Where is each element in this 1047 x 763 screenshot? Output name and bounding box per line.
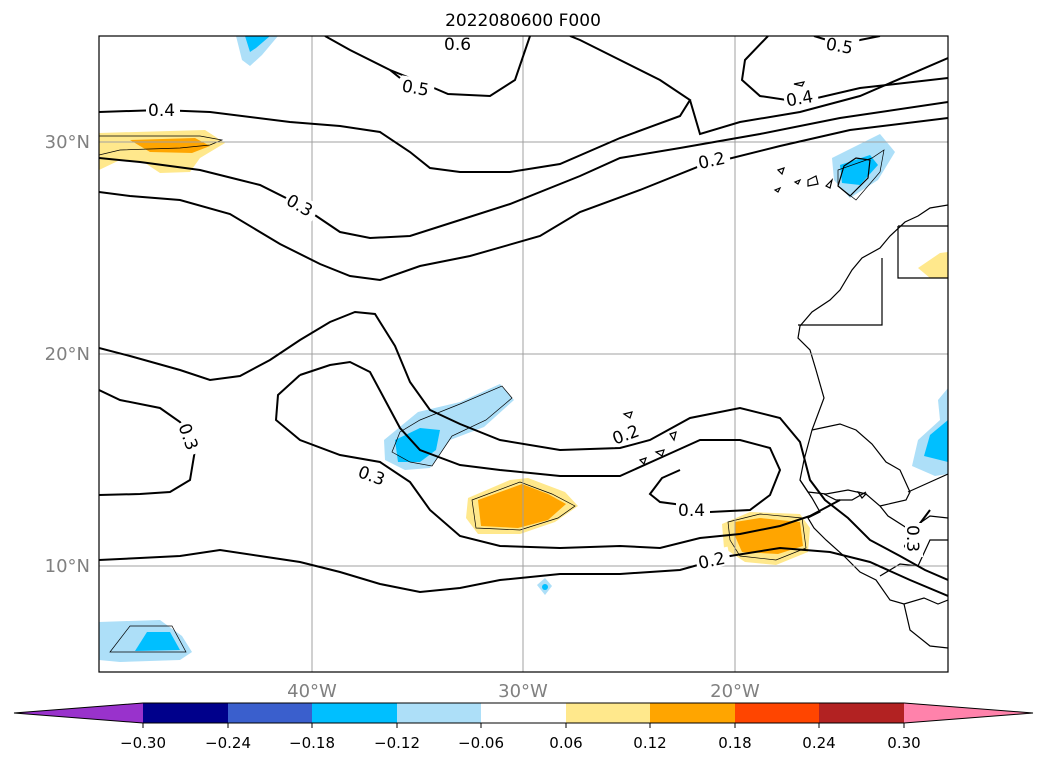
contour-0-4-east	[689, 57, 948, 136]
lon-label-20w: 20°W	[710, 681, 760, 702]
contour-label: 0.3	[902, 525, 922, 552]
colorbar-extend-high	[904, 703, 1033, 723]
colorbar-ticks: −0.30 −0.24 −0.18 −0.12 −0.06 0.06 0.12 …	[120, 734, 921, 752]
colorbar-tick-label: −0.18	[289, 734, 335, 752]
contour-0-3-north	[99, 101, 948, 240]
colorbar-segment	[143, 703, 228, 723]
colorbar-segment	[566, 703, 650, 723]
contour-loop-inner	[274, 374, 841, 550]
colorbar-tick-label: 0.06	[549, 734, 582, 752]
lon-label-40w: 40°W	[287, 681, 337, 702]
colorbar-segment	[481, 703, 566, 723]
colorbar-tick-label: 0.24	[802, 734, 835, 752]
contour-label: 0.4	[785, 87, 815, 111]
contour-label: 0.4	[678, 501, 705, 521]
lat-label-20n: 20°N	[45, 344, 90, 365]
colorbar-tick-label: 0.30	[887, 734, 920, 752]
contour-label: 0.4	[148, 101, 175, 121]
anomaly-outlines	[99, 135, 885, 653]
contour-0-5-east	[740, 36, 948, 104]
shaded-anomalies	[99, 36, 948, 662]
colorbar-tick-label: −0.06	[458, 734, 504, 752]
longitude-labels: 40°W 30°W 20°W	[287, 681, 760, 702]
colorbar-segment	[228, 703, 312, 723]
colorbar-segment	[397, 703, 481, 723]
map-title: 2022080600 F000	[445, 11, 601, 31]
contour-label: 0.6	[444, 35, 471, 55]
map-area: 0.6 0.5 0.5 0.4 0.4 0.2 0.3 0.3 0.3 0.2 …	[99, 35, 948, 672]
contour-0-5-west	[389, 69, 401, 79]
contour-0-2-south	[99, 546, 948, 597]
contour-0-4-north	[99, 36, 692, 173]
contour-label: 0.5	[400, 77, 430, 101]
contour-labels: 0.6 0.5 0.5 0.4 0.4 0.2 0.3 0.3 0.3 0.2 …	[146, 35, 923, 574]
map-frame	[98, 35, 949, 673]
colorbar-segment	[735, 703, 819, 723]
colorbar-segment	[650, 703, 735, 723]
coastlines	[622, 81, 948, 649]
contour-label: 0.5	[824, 35, 854, 59]
colorbar: −0.30 −0.24 −0.18 −0.12 −0.06 0.06 0.12 …	[13, 702, 1034, 752]
colorbar-segment	[312, 703, 397, 723]
anomaly-negative-top	[236, 36, 278, 66]
lat-label-30n: 30°N	[45, 132, 90, 153]
colorbar-tick-label: −0.24	[205, 734, 251, 752]
latitude-labels: 30°N 20°N 10°N	[45, 132, 90, 577]
contour-0-3-west	[99, 310, 948, 581]
colorbar-tick-label: −0.30	[120, 734, 166, 752]
anomaly-positive-east	[918, 252, 948, 278]
colorbar-segment	[819, 703, 904, 723]
colorbar-tick-label: −0.12	[374, 734, 420, 752]
colorbar-tick-label: 0.12	[633, 734, 666, 752]
lat-label-10n: 10°N	[45, 556, 90, 577]
colorbar-extend-low	[14, 703, 143, 723]
lon-label-30w: 30°W	[498, 681, 548, 702]
colorbar-tick-label: 0.18	[718, 734, 751, 752]
